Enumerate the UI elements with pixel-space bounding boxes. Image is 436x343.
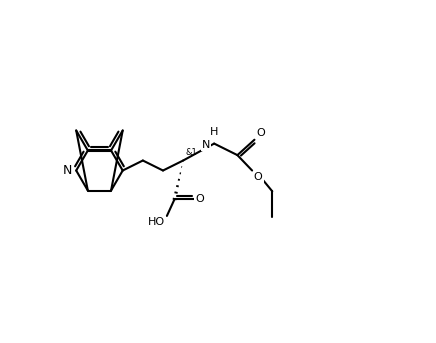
Text: H: H bbox=[210, 127, 218, 138]
Text: O: O bbox=[256, 128, 265, 138]
Text: &1: &1 bbox=[185, 149, 197, 157]
Text: O: O bbox=[254, 172, 262, 182]
Text: N: N bbox=[202, 140, 210, 150]
Text: HO: HO bbox=[148, 217, 165, 227]
Text: O: O bbox=[196, 194, 204, 204]
Text: N: N bbox=[63, 164, 72, 177]
